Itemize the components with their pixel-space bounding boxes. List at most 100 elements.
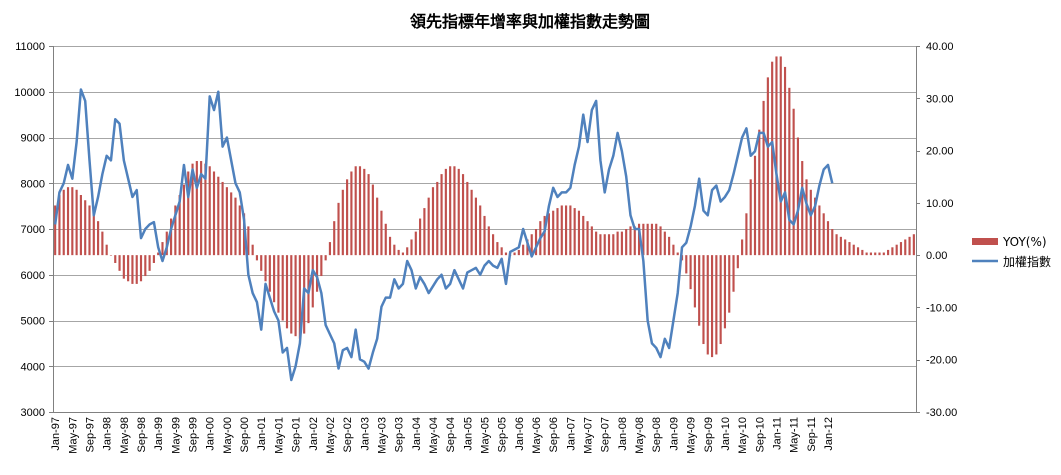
bar-yoy [595,231,598,256]
bar-yoy [135,255,138,284]
x-tick-label: Sep-98 [136,417,148,452]
bar-yoy [745,213,748,256]
bar-yoy [753,155,757,256]
bar-yoy [530,234,533,256]
x-tick-label: Sep-02 [342,417,354,452]
left-tick-label: 5000 [21,316,45,328]
bar-yoy [230,192,233,256]
bar-yoy [118,255,121,271]
bar-yoy [311,255,314,308]
bar-yoy [264,255,267,282]
bar-yoy [792,108,795,256]
right-tick-label: -10.00 [926,302,957,314]
bar-yoy [200,161,203,256]
bar-yoy [182,184,186,256]
bar-yoy [423,208,426,256]
bar-yoy [148,255,151,271]
bar-yoy [758,129,761,256]
x-tick-label: Sep-99 [188,417,200,452]
x-tick-label: Jan-10 [720,417,732,451]
bar-yoy [161,242,164,256]
bar-yoy [878,252,881,256]
bar-yoy [848,242,851,256]
bar-yoy [268,255,271,292]
legend-bar-label: YOY(%) [1002,235,1047,249]
bar-yoy [131,255,134,284]
x-tick-label: Jan-11 [771,417,783,450]
bar-yoy [449,166,452,256]
x-tick-label: Sep-09 [703,417,715,452]
bar-yoy [839,236,842,256]
bar-yoy [238,205,241,256]
bar-yoy [187,171,190,256]
bar-yoy [565,205,568,256]
bar-yoy [294,255,297,337]
bar-yoy [904,239,907,256]
bar-yoy [710,255,714,358]
axes [49,46,920,413]
bar-yoy [444,168,447,256]
x-tick-label: Sep-08 [651,417,663,452]
bar-yoy [461,174,465,256]
x-tick-label: Jan-02 [308,417,320,451]
x-tick-label: May-05 [480,417,492,454]
bar-yoy [105,244,108,256]
bar-yoy [719,255,722,345]
bar-yoy [569,205,572,256]
left-tick-label: 3000 [21,407,45,419]
bar-yoy [779,56,782,256]
bar-yoy [397,249,400,256]
bar-yoy [487,226,490,256]
bar-yoy [672,244,675,256]
bar-yoy [741,239,744,256]
x-tick-label: Sep-04 [445,417,457,452]
x-tick-label: Jan-00 [205,417,217,451]
bar-yoy [75,189,78,256]
bar-yoy [818,205,821,256]
bar-yoy [88,205,91,256]
bar-yoy [320,255,323,277]
right-axis-ticks: -30.00 -20.00 -10.00 0.00 10.00 20.00 30.00 40.… [926,41,957,419]
bar-yoy [766,77,769,256]
bar-yoy [58,195,61,256]
bar-yoy [805,179,808,256]
bar-yoy [474,197,477,256]
bar-yoy [109,255,113,256]
right-tick-label: 30.00 [926,93,954,105]
bar-yoy [453,166,456,256]
bar-yoy [552,210,555,256]
bar-yoy [376,197,379,256]
legend-line-label: 加權指數 [1003,254,1051,269]
bar-yoy [388,236,392,256]
line-series-index [53,88,834,382]
bar-yoy [504,252,508,256]
bar-yoy [762,100,765,256]
chart-title: 領先指標年增率與加權指數走勢圖 [410,12,650,31]
bar-yoy [625,229,628,256]
bar-yoy [582,215,585,256]
bar-yoy [668,236,671,256]
bar-yoy [629,226,632,256]
bar-yoy [698,255,701,326]
bar-yoy [809,189,812,256]
x-tick-label: Jan-08 [617,417,629,451]
x-tick-label: Jan-97 [50,417,62,451]
bar-yoy [749,179,752,256]
x-tick-label: Jan-04 [411,417,423,451]
bar-yoy [178,195,181,256]
bar-yoy [728,255,731,313]
x-tick-label: Sep-05 [497,417,509,452]
bar-yoy [170,218,173,256]
bar-yoy [281,255,284,321]
bar-yoy [612,234,615,256]
bar-yoy [354,166,357,256]
bar-yoy [706,255,709,355]
bar-yoy [676,252,679,256]
bar-yoy [101,231,104,256]
bar-yoy [221,181,224,256]
bar-yoy [522,244,525,256]
bar-yoy [79,195,82,256]
bar-yoy [367,174,370,256]
